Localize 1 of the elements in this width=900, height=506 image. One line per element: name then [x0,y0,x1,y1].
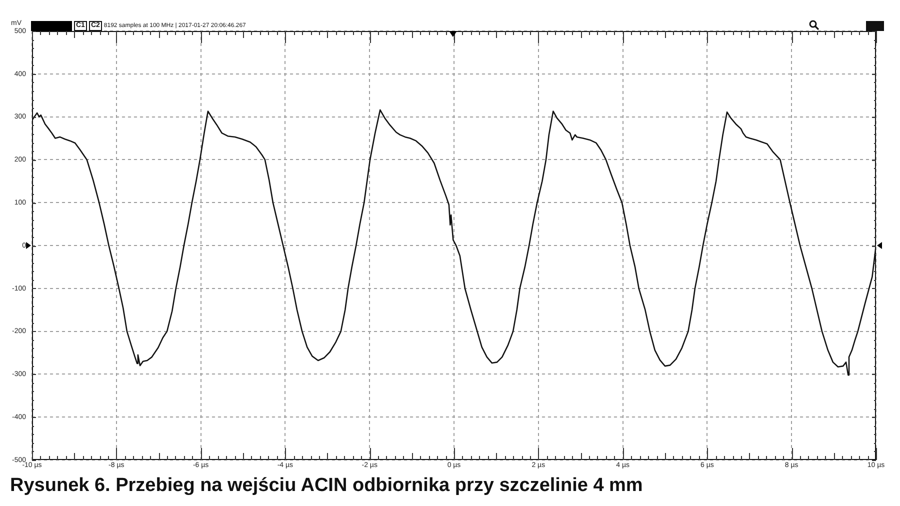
text: Rysunek 6. Przebieg na wejściu ACIN odbiornika przy szczelinie 4 mm [10,475,643,497]
